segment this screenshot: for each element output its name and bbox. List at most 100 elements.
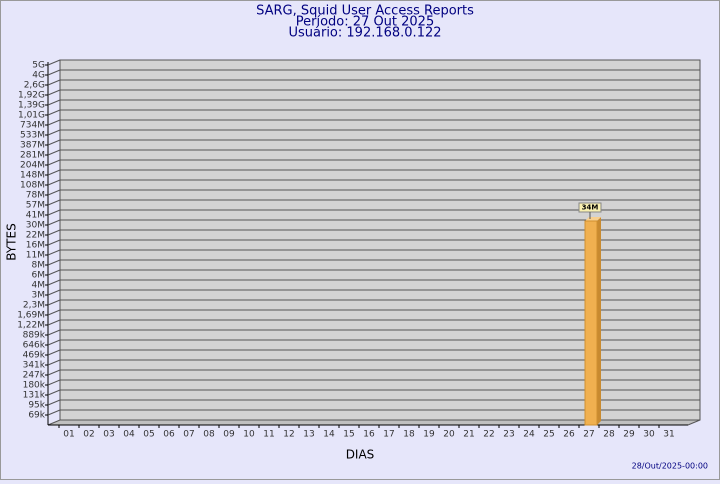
x-tick-label: 20 (443, 430, 455, 440)
y-tick-label: 8M (32, 261, 46, 271)
y-tick-label: 6M (32, 271, 46, 281)
grid-line (47, 239, 61, 246)
x-tick-label: 08 (203, 430, 215, 440)
y-tick-label: 22M (26, 231, 45, 241)
x-tick-label: 21 (463, 430, 474, 440)
grid-line (47, 399, 61, 406)
chart-subtitle: Período: 27 Out 2025 (296, 15, 434, 30)
grid-line (47, 319, 61, 326)
y-tick-label: 69k (28, 411, 45, 421)
grid-line (47, 369, 61, 376)
grid-line (47, 109, 61, 116)
grid-line (47, 139, 61, 146)
x-tick-label: 06 (163, 430, 175, 440)
y-tick-label: 148M (20, 171, 45, 181)
y-tick-label: 3M (32, 291, 46, 301)
grid-line (47, 269, 61, 276)
y-tick-label: 469k (23, 351, 46, 361)
y-tick-label: 734M (20, 121, 45, 131)
y-tick-label: 387M (20, 141, 45, 151)
grid-line (47, 299, 61, 306)
x-tick-label: 10 (243, 430, 255, 440)
x-tick-label: 18 (403, 430, 415, 440)
grid-line (47, 259, 61, 266)
x-tick-label: 16 (363, 430, 375, 440)
x-tick-label: 26 (563, 430, 575, 440)
grid-line (47, 209, 61, 216)
grid-line (47, 229, 61, 236)
y-tick-label: 16M (26, 241, 45, 251)
x-tick-label: 07 (183, 430, 194, 440)
y-tick-label: 889k (23, 331, 46, 341)
bar (584, 220, 598, 426)
y-tick-label: 5G (32, 61, 45, 71)
y-tick-label: 4M (32, 281, 46, 291)
chart-subtitle: Usuário: 192.168.0.122 (288, 26, 441, 41)
x-tick-label: 05 (143, 430, 154, 440)
grid-line (47, 119, 61, 126)
grid-line (47, 219, 61, 226)
y-tick-label: 57M (26, 201, 45, 211)
grid-line (47, 159, 61, 166)
y-tick-label: 1,69M (17, 311, 45, 321)
x-tick-label: 25 (543, 430, 554, 440)
grid-line (47, 279, 61, 286)
x-tick-label: 28 (603, 430, 615, 440)
grid-line (47, 129, 61, 136)
x-tick-label: 19 (423, 430, 435, 440)
grid-line (47, 339, 61, 346)
bar-side (597, 216, 601, 425)
y-tick-label: 2,6G (24, 81, 45, 91)
y-tick-label: 646k (23, 341, 46, 351)
bar-top (585, 216, 601, 221)
grid-line (47, 169, 61, 176)
grid-line (47, 79, 61, 86)
x-tick-label: 23 (503, 430, 514, 440)
y-tick-label: 533M (20, 131, 45, 141)
y-tick-label: 11M (26, 251, 45, 261)
y-axis-label: BYTES (5, 223, 19, 260)
grid-line (47, 289, 61, 296)
grid-line (47, 389, 61, 396)
x-tick-label: 03 (103, 430, 114, 440)
chart-title: SARG, Squid User Access Reports (256, 4, 474, 19)
x-tick-label: 24 (523, 430, 535, 440)
x-tick-label: 14 (323, 430, 335, 440)
x-tick-label: 15 (343, 430, 354, 440)
grid-line (47, 59, 61, 66)
plot-floor (47, 419, 701, 426)
x-tick-label: 30 (643, 430, 655, 440)
grid-line (47, 249, 61, 256)
x-tick-label: 01 (63, 430, 74, 440)
y-tick-label: 281M (20, 151, 45, 161)
y-tick-label: 1,22M (17, 321, 45, 331)
y-tick-label: 2,3M (23, 301, 45, 311)
y-tick-label: 247k (23, 371, 46, 381)
y-tick-label: 30M (26, 221, 45, 231)
x-tick-label: 17 (383, 430, 394, 440)
x-tick-label: 27 (583, 430, 594, 440)
y-tick-label: 180k (23, 381, 46, 391)
x-tick-label: 09 (223, 430, 235, 440)
x-tick-label: 04 (123, 430, 135, 440)
grid-line (47, 99, 61, 106)
x-tick-label: 31 (663, 430, 674, 440)
x-tick-label: 29 (623, 430, 635, 440)
grid-line (47, 149, 61, 156)
y-tick-label: 78M (26, 191, 45, 201)
grid-line (47, 89, 61, 96)
grid-line (47, 199, 61, 206)
grid-line (47, 309, 61, 316)
footer: 28/Out/2025-00:00 (632, 462, 708, 471)
grid-line (47, 409, 61, 416)
x-tick-label: 22 (483, 430, 494, 440)
grid-line (47, 189, 61, 196)
grid-line (47, 349, 61, 356)
grid-line (47, 179, 61, 186)
y-tick-label: 1,92G (18, 91, 45, 101)
grid-line (47, 359, 61, 366)
x-tick-label: 12 (283, 430, 294, 440)
y-tick-label: 41M (26, 211, 45, 221)
grid-line (47, 69, 61, 76)
